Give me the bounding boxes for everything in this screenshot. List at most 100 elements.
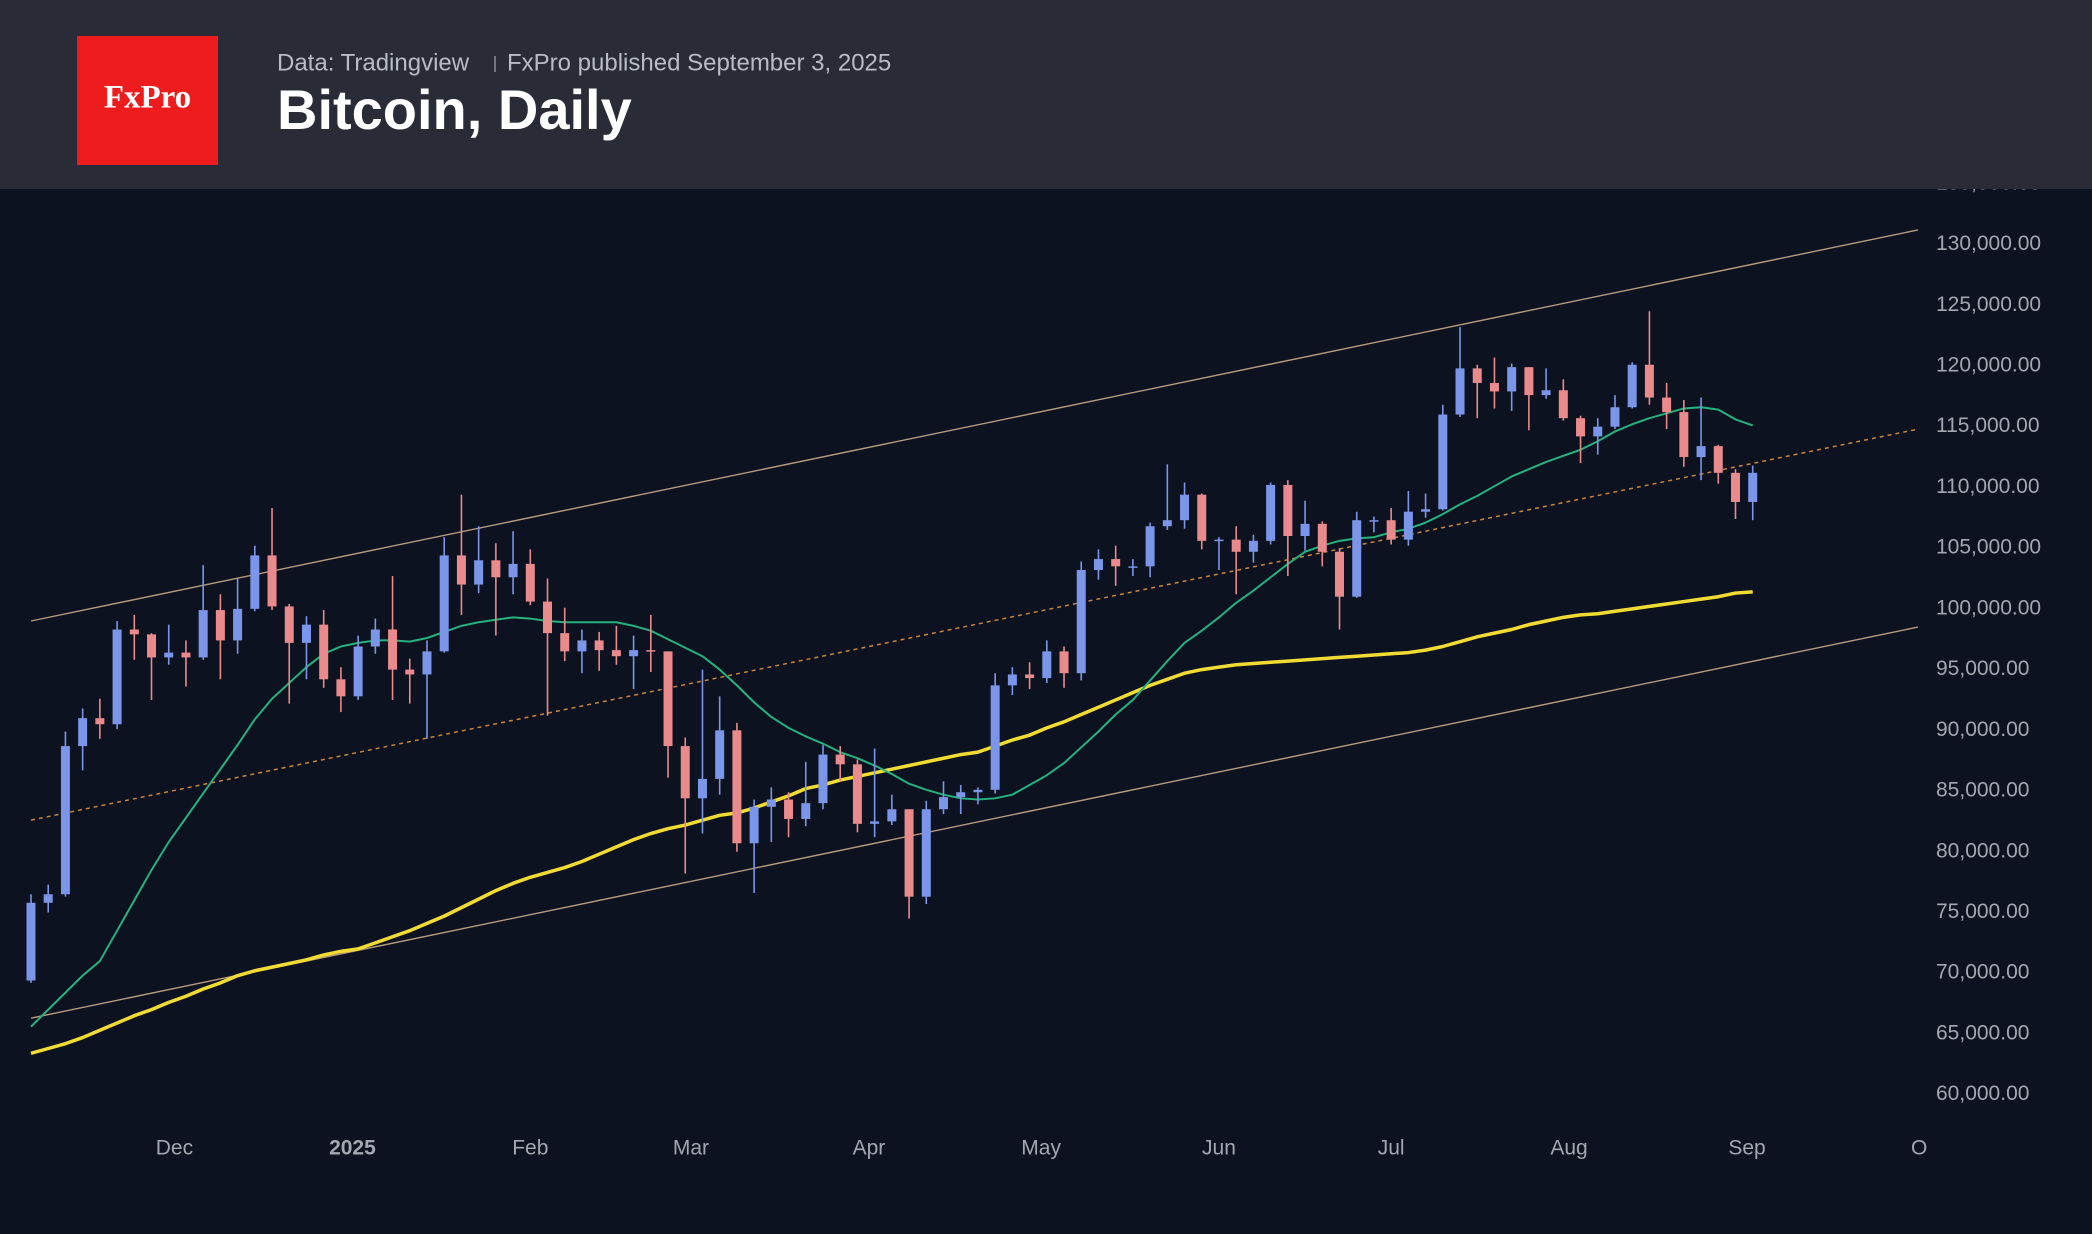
candle-body [766, 799, 776, 807]
candle-body [284, 606, 294, 643]
candle-body [1455, 368, 1465, 415]
candle-body [1317, 523, 1327, 552]
candle-body [1111, 559, 1121, 567]
candle-body [732, 730, 742, 844]
candle-body [1644, 364, 1654, 398]
candle-body [663, 651, 673, 747]
candle-body [1610, 407, 1620, 427]
candle-body [1300, 523, 1310, 536]
candle-body [1059, 651, 1069, 674]
y-tick-label: 75,000.00 [1936, 900, 2029, 923]
candle-body [1593, 426, 1603, 437]
candle-body [1352, 520, 1362, 597]
candle-body [1231, 539, 1241, 552]
candle-body [611, 650, 621, 657]
candle-body [370, 629, 380, 647]
candle-body [697, 778, 707, 799]
candle-body [1283, 484, 1293, 536]
x-tick-label: 2025 [329, 1137, 376, 1160]
candle-body [1576, 418, 1586, 437]
x-tick-label: Mar [673, 1137, 709, 1160]
axes: 60,000.00 65,000.00 70,000.00 75,000.00 80,0… [156, 171, 2041, 1159]
candle-body [715, 730, 725, 779]
candle-body [560, 633, 570, 652]
candle-body [1197, 494, 1207, 541]
candle-body [1627, 364, 1637, 408]
candle-body [78, 718, 88, 747]
candle-body [973, 789, 983, 793]
x-tick-label: Sep [1728, 1137, 1765, 1160]
candle-body [1214, 539, 1224, 542]
logo-text: FxPro [104, 80, 191, 116]
candle-body [1679, 412, 1689, 458]
candle-body [749, 806, 759, 844]
candle-body [1507, 367, 1517, 392]
candle-body [43, 894, 53, 903]
trend-line [30, 229, 1918, 622]
candle-body [990, 685, 1000, 790]
candle-body [835, 754, 845, 765]
candle-body [956, 792, 966, 798]
candle-body [439, 555, 449, 652]
candle-body [112, 629, 122, 725]
x-tick-label: O [1911, 1137, 1927, 1160]
candle-body [147, 634, 157, 658]
candle-body [921, 809, 931, 897]
y-tick-label: 100,000.00 [1936, 596, 2041, 619]
candle-body [353, 646, 363, 697]
x-tick-label: Apr [853, 1137, 886, 1160]
published-text: FxPro published September 3, 2025 [507, 49, 891, 76]
x-tick-label: Feb [512, 1137, 548, 1160]
trend-line [30, 626, 1918, 1019]
candle-body [1145, 526, 1155, 567]
x-tick-label: Jun [1202, 1137, 1236, 1160]
candle-body [646, 650, 656, 652]
candle-body [1248, 540, 1258, 552]
x-tick-label: Aug [1550, 1137, 1587, 1160]
x-tick-label: Jul [1378, 1137, 1405, 1160]
candle-body [1421, 509, 1431, 512]
plot-area [26, 229, 1918, 1056]
y-tick-label: 65,000.00 [1936, 1021, 2029, 1044]
y-tick-label: 90,000.00 [1936, 718, 2029, 741]
candle-body [577, 640, 587, 652]
candle-body [1180, 494, 1190, 521]
candle-body [456, 555, 466, 585]
candle-body [181, 652, 191, 658]
y-tick-label: 110,000.00 [1936, 475, 2040, 498]
moving-average [30, 406, 1754, 1028]
candle-body [198, 610, 208, 658]
candle-body [267, 555, 277, 607]
candle-body [1438, 414, 1448, 510]
candle-body [1541, 390, 1551, 396]
candle-body [818, 754, 828, 804]
candle-body [1472, 368, 1482, 383]
candle-body [1093, 559, 1103, 570]
candle-body [525, 563, 535, 602]
candle-body [801, 803, 811, 819]
candle-body [887, 809, 897, 822]
candle-body [852, 764, 862, 824]
y-tick-label: 120,000.00 [1936, 353, 2041, 376]
candle-body [405, 669, 415, 675]
y-tick-label: 115,000.00 [1936, 414, 2040, 437]
candle-body [301, 624, 311, 643]
logo-box [77, 36, 218, 165]
candle-body [336, 679, 346, 697]
y-tick-label: 80,000.00 [1936, 839, 2029, 862]
candle-body [129, 629, 139, 635]
candle-body [1162, 520, 1172, 527]
y-tick-label: 130,000.00 [1936, 232, 2041, 255]
trend-line [30, 428, 1918, 821]
candle-body [491, 560, 501, 578]
candle-body [422, 651, 432, 675]
candle-body [474, 560, 484, 585]
candle-body [629, 650, 639, 657]
candle-body [680, 746, 690, 799]
candle-body [26, 902, 36, 981]
candle-body [1025, 674, 1035, 679]
candle-body [1730, 472, 1740, 502]
candle-body [939, 797, 949, 810]
